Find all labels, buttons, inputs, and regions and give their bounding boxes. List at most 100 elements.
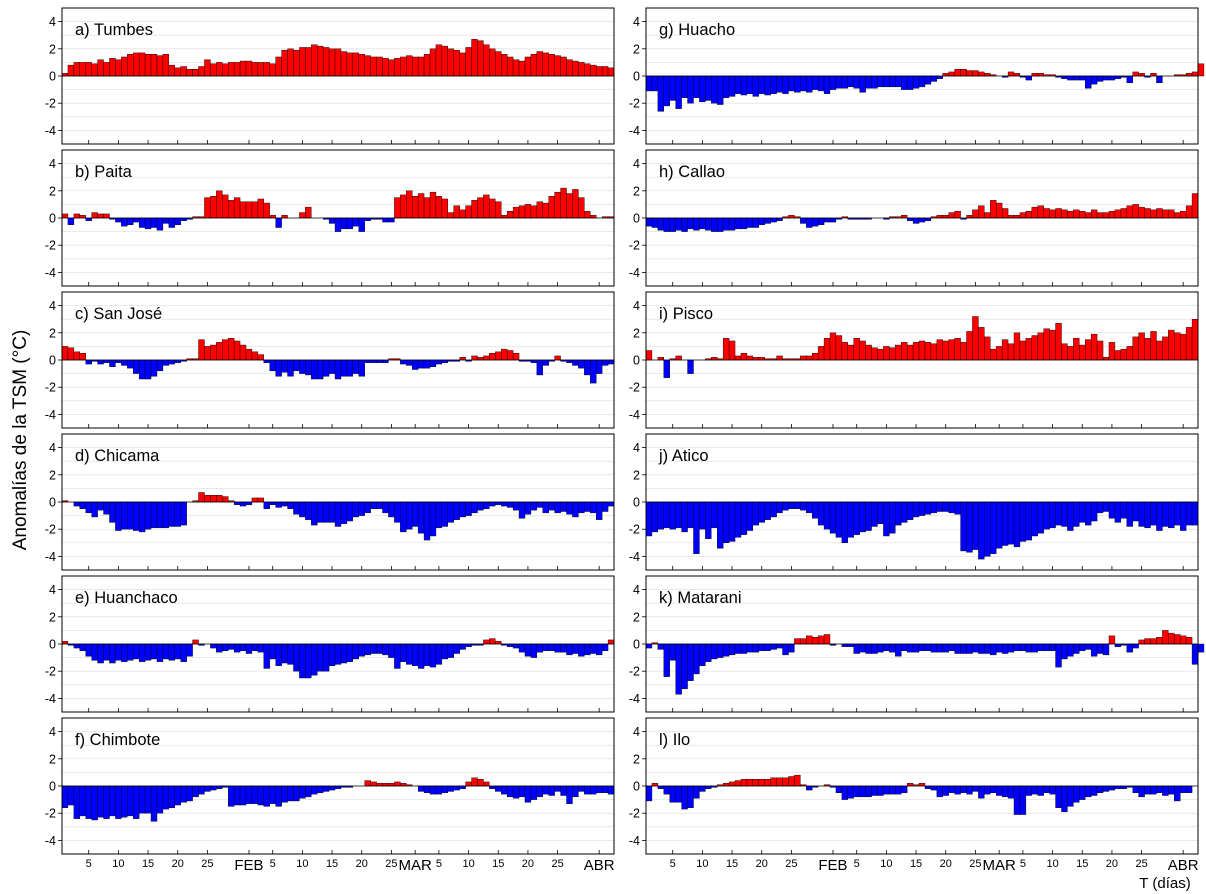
- bar-negative: [788, 75, 795, 92]
- x-tick-label: 15: [910, 858, 922, 870]
- bar-negative: [693, 501, 700, 554]
- bar-negative: [376, 359, 383, 363]
- bar-negative: [1126, 75, 1133, 84]
- bar-negative: [382, 359, 389, 363]
- y-tick-label: 0: [633, 638, 640, 652]
- bar-negative: [740, 501, 748, 535]
- bar-positive: [572, 60, 579, 77]
- bar-positive: [263, 202, 270, 219]
- bar-negative: [417, 643, 425, 669]
- bar-positive: [1102, 212, 1110, 219]
- x-tick-label: 20: [1106, 858, 1118, 870]
- bar-negative: [823, 501, 831, 530]
- bar-positive: [489, 48, 496, 77]
- bar-negative: [245, 785, 253, 804]
- bar-positive: [406, 190, 413, 219]
- bar-negative: [394, 501, 401, 523]
- bar-positive: [1079, 344, 1086, 361]
- bar-positive: [1191, 71, 1199, 77]
- bar-negative: [1114, 75, 1122, 79]
- y-tick-label: 2: [633, 610, 640, 624]
- bar-negative: [912, 75, 920, 89]
- bar-positive: [73, 351, 81, 361]
- bar-positive: [871, 347, 878, 361]
- bar-negative: [518, 643, 526, 653]
- bar-negative: [115, 643, 122, 661]
- bar-positive: [144, 54, 152, 77]
- bar-negative: [103, 643, 110, 661]
- bar-negative: [912, 217, 920, 224]
- bar-negative: [423, 785, 431, 794]
- bar-positive: [584, 210, 591, 219]
- bar-positive: [912, 342, 920, 361]
- panel-title: k) Matarani: [659, 589, 742, 607]
- y-tick-label: 2: [49, 610, 56, 624]
- bar-positive: [1085, 212, 1092, 219]
- panel-title: i) Pisco: [659, 305, 713, 323]
- bar-positive: [788, 776, 795, 787]
- bar-negative: [1156, 785, 1163, 794]
- bar-positive: [257, 198, 265, 219]
- bar-negative: [835, 75, 843, 89]
- bar-negative: [752, 75, 759, 97]
- bar-negative: [257, 785, 265, 806]
- bar-negative: [966, 785, 973, 795]
- bar-positive: [1138, 206, 1145, 219]
- bar-negative: [990, 501, 997, 554]
- bar-negative: [817, 501, 825, 526]
- bar-negative: [734, 217, 742, 230]
- bar-positive: [192, 68, 199, 77]
- bar-positive: [257, 497, 265, 503]
- y-tick-label: -4: [45, 692, 56, 706]
- bar-positive: [942, 215, 949, 219]
- bar-negative: [429, 359, 437, 368]
- bar-negative: [711, 501, 718, 529]
- bar-negative: [859, 75, 866, 93]
- bar-negative: [121, 643, 128, 662]
- bar-positive: [346, 52, 354, 77]
- bar-positive: [471, 39, 478, 77]
- bar-negative: [1150, 785, 1157, 795]
- bar-negative: [269, 785, 276, 804]
- bar-positive: [210, 196, 217, 219]
- bar-positive: [1043, 328, 1050, 361]
- bar-negative: [936, 785, 943, 798]
- bar-positive: [1114, 209, 1122, 219]
- bar-negative: [978, 643, 985, 654]
- bar-positive: [728, 340, 736, 361]
- bar-negative: [912, 643, 920, 653]
- bar-negative: [918, 75, 926, 88]
- bar-negative: [275, 785, 282, 807]
- bar-positive: [1174, 332, 1181, 361]
- bar-negative: [871, 501, 878, 527]
- bar-positive: [841, 342, 849, 361]
- bar-negative: [293, 785, 300, 802]
- x-tick-label: 5: [854, 858, 860, 870]
- bar-negative: [740, 217, 748, 230]
- y-tick-label: -2: [629, 523, 640, 537]
- bar-negative: [394, 643, 401, 669]
- bar-negative: [948, 643, 955, 652]
- bar-positive: [121, 56, 128, 77]
- y-tick-label: -2: [629, 97, 640, 111]
- bar-negative: [115, 359, 122, 363]
- bar-negative: [334, 359, 342, 380]
- bar-positive: [423, 54, 431, 77]
- bar-negative: [554, 643, 561, 653]
- bar-negative: [138, 217, 146, 228]
- bar-positive: [61, 213, 69, 219]
- panel: -4 -2 0 2 4 d) Chicama: [45, 433, 615, 571]
- bar-positive: [483, 44, 490, 77]
- y-tick-label: 4: [49, 299, 56, 313]
- bar-negative: [447, 501, 454, 523]
- y-tick-label: 4: [633, 299, 640, 313]
- bar-positive: [1108, 210, 1116, 219]
- bar-negative: [865, 75, 872, 89]
- bar-negative: [722, 75, 730, 98]
- bar-positive: [222, 63, 229, 77]
- bar-negative: [103, 785, 110, 819]
- bar-negative: [924, 217, 932, 221]
- bar-positive: [817, 346, 825, 361]
- bar-positive: [1067, 346, 1074, 361]
- bar-negative: [717, 75, 724, 105]
